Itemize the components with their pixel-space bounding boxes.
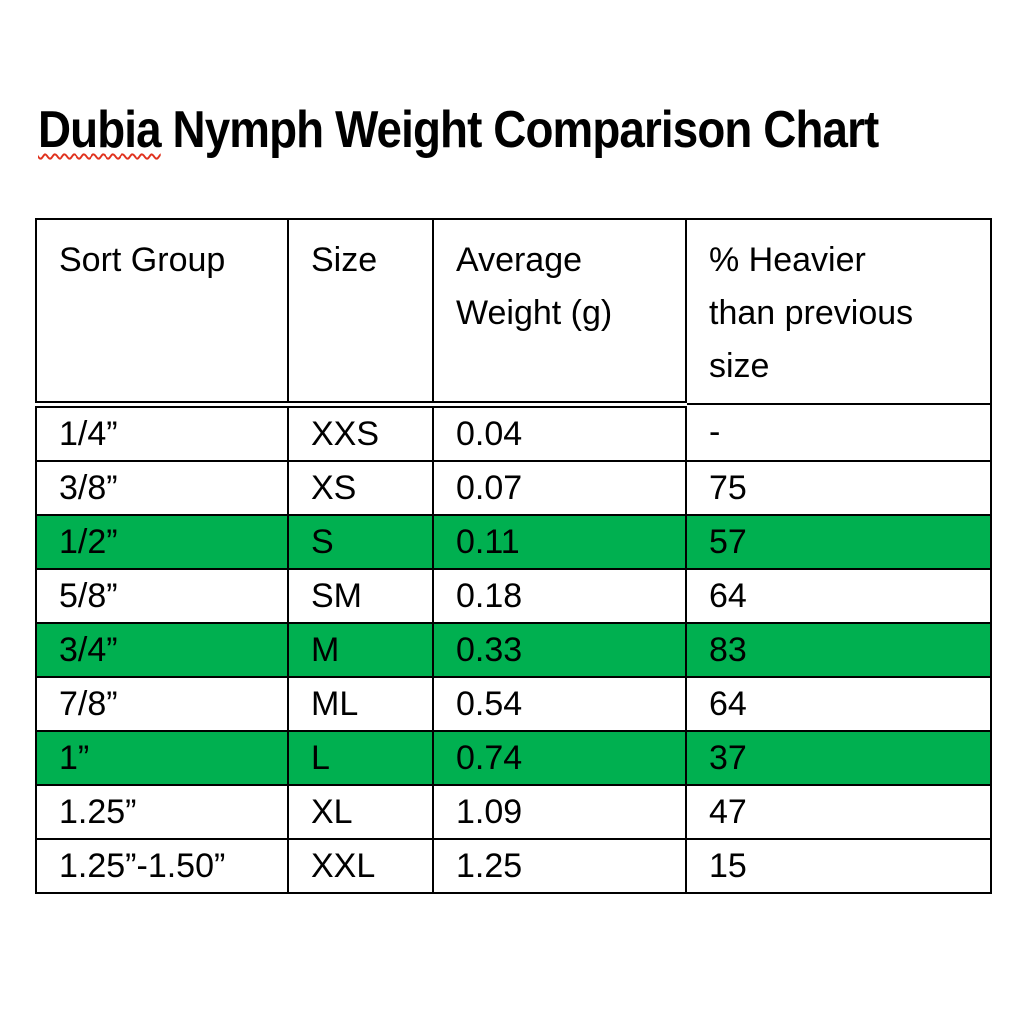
cell-size: XXS [287,403,434,462]
cell-sort-group: 1/2” [35,513,289,570]
cell-avg-weight: 0.74 [432,729,687,786]
cell-avg-weight: 0.54 [432,675,687,732]
cell-avg-weight: 0.07 [432,459,687,516]
table-header-row: Sort Group Size Average Weight (g) % Hea… [35,218,992,408]
cell-avg-weight: 0.04 [432,403,687,462]
cell-pct-heavier: 75 [685,459,992,516]
cell-size: XS [287,459,434,516]
table-row: 1/2” S 0.11 57 [35,513,992,570]
cell-size: ML [287,675,434,732]
table-row: 3/4” M 0.33 83 [35,621,992,678]
table-row: 1.25”-1.50” XXL 1.25 15 [35,837,992,894]
cell-size: L [287,729,434,786]
cell-avg-weight: 0.33 [432,621,687,678]
header-pct-heavier: % Heavier than previous size [685,218,992,405]
cell-pct-heavier: 83 [685,621,992,678]
cell-sort-group: 3/8” [35,459,289,516]
cell-sort-group: 1/4” [35,403,289,462]
cell-pct-heavier: 37 [685,729,992,786]
cell-avg-weight: 1.25 [432,837,687,894]
cell-size: S [287,513,434,570]
cell-sort-group: 7/8” [35,675,289,732]
cell-pct-heavier: 64 [685,675,992,732]
weight-comparison-table: Sort Group Size Average Weight (g) % Hea… [35,218,992,894]
header-size: Size [287,218,434,408]
title-rest: Nymph Weight Comparison Chart [160,101,880,159]
cell-pct-heavier: 47 [685,783,992,840]
cell-sort-group: 3/4” [35,621,289,678]
cell-size: XXL [287,837,434,894]
cell-pct-heavier: 64 [685,567,992,624]
header-average-weight: Average Weight (g) [432,218,687,408]
cell-avg-weight: 0.18 [432,567,687,624]
table-row: 1/4” XXS 0.04 - [35,403,992,462]
page-title: Dubia Nymph Weight Comparison Chart [38,100,880,160]
cell-size: XL [287,783,434,840]
table-row: 7/8” ML 0.54 64 [35,675,992,732]
table-row: 1.25” XL 1.09 47 [35,783,992,840]
cell-sort-group: 1.25” [35,783,289,840]
cell-pct-heavier: 57 [685,513,992,570]
cell-avg-weight: 0.11 [432,513,687,570]
table-row: 5/8” SM 0.18 64 [35,567,992,624]
cell-pct-heavier: 15 [685,837,992,894]
header-sort-group: Sort Group [35,218,289,408]
cell-size: M [287,621,434,678]
table-row: 3/8” XS 0.07 75 [35,459,992,516]
cell-sort-group: 1.25”-1.50” [35,837,289,894]
cell-sort-group: 1” [35,729,289,786]
cell-size: SM [287,567,434,624]
cell-sort-group: 5/8” [35,567,289,624]
title-misspelled-word: Dubia [38,101,162,159]
table-row: 1” L 0.74 37 [35,729,992,786]
cell-avg-weight: 1.09 [432,783,687,840]
cell-pct-heavier: - [685,403,992,462]
